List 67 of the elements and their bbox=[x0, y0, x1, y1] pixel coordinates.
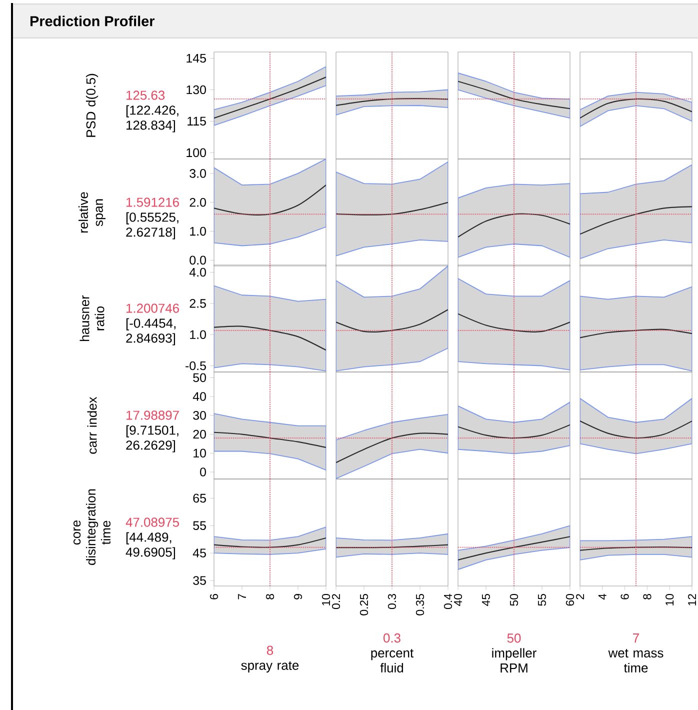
x-tick-label: 40 bbox=[454, 594, 462, 606]
y-tick-label: 10 bbox=[194, 448, 206, 458]
x-tick-label: 55 bbox=[538, 594, 546, 606]
y-tick-label: 45 bbox=[192, 548, 206, 558]
y-tick-label: 0 bbox=[200, 468, 206, 476]
ref-line-label: 0.3 bbox=[384, 633, 400, 643]
ref-line-label: 47.08975 bbox=[126, 518, 179, 527]
x-axis-title: impeller RPM bbox=[492, 648, 536, 672]
y-tick-label: 1.0 bbox=[190, 330, 206, 340]
ref-line-label: 8 bbox=[266, 646, 274, 655]
y-axis-title: carr index bbox=[87, 396, 97, 454]
x-tick-label: 8 bbox=[643, 594, 652, 600]
text: [-0.4454, 2.84693] bbox=[126, 318, 176, 346]
text: [0.55525, 2.62718] bbox=[126, 212, 178, 240]
y-tick-label: 35 bbox=[193, 576, 206, 585]
x-tick-label: 60 bbox=[566, 594, 574, 606]
x-axis-title: wet mass time bbox=[608, 649, 664, 672]
x-tick-label: 8 bbox=[266, 594, 274, 600]
y-tick-label: 30 bbox=[193, 410, 206, 420]
x-tick-label: 0.25 bbox=[360, 594, 368, 616]
x-tick-label: 9 bbox=[294, 594, 302, 600]
ref-line-label: 7 bbox=[633, 634, 639, 642]
y-tick-label: 1.0 bbox=[190, 226, 206, 236]
x-tick-label: 0.4 bbox=[444, 594, 452, 609]
x-axis-title: percent fluid bbox=[371, 649, 414, 672]
y-tick-label: -0.5 bbox=[186, 361, 206, 370]
y-tick-label: 2.5 bbox=[190, 299, 206, 308]
ref-line-label: 1.200746 bbox=[126, 304, 179, 313]
x-tick-label: 0.2 bbox=[332, 594, 340, 609]
y-tick-label: 20 bbox=[193, 430, 206, 439]
x-tick-label: 50 bbox=[510, 594, 518, 606]
y-tick-label: 3.0 bbox=[190, 169, 206, 178]
x-tick-label: 12 bbox=[688, 594, 696, 606]
y-axis-title: relative span bbox=[78, 192, 106, 233]
y-tick-label: 4.0 bbox=[189, 268, 206, 277]
x-tick-label: 0.3 bbox=[388, 594, 396, 609]
y-tick-label: 100 bbox=[186, 148, 206, 158]
x-tick-label: 6 bbox=[620, 594, 629, 600]
y-tick-label: 2.0 bbox=[190, 198, 206, 207]
text: Prediction Profiler bbox=[30, 16, 155, 26]
y-axis-title: core disintegration time bbox=[74, 489, 110, 565]
y-tick-label: 130 bbox=[186, 85, 206, 94]
x-tick-label: 6 bbox=[210, 594, 218, 600]
x-tick-label: 10 bbox=[666, 594, 674, 606]
x-tick-label: 7 bbox=[238, 594, 246, 600]
x-tick-label: 0.35 bbox=[416, 594, 424, 616]
x-axis-title: spray rate bbox=[241, 661, 299, 672]
y-tick-label: 145 bbox=[186, 54, 206, 63]
ref-line-label: 1.591216 bbox=[126, 198, 179, 207]
ref-line-label: 125.63 bbox=[126, 90, 165, 100]
y-tick-label: 115 bbox=[188, 116, 206, 126]
text: [122.426, 128.834] bbox=[126, 105, 178, 132]
x-tick-label: 10 bbox=[322, 594, 330, 606]
x-tick-label: 45 bbox=[482, 594, 490, 606]
y-axis-title: hausner ratio bbox=[80, 295, 104, 342]
y-tick-label: 0.0 bbox=[190, 256, 206, 265]
y-tick-label: 55 bbox=[193, 521, 206, 530]
y-tick-label: 65 bbox=[193, 494, 206, 503]
y-tick-label: 50 bbox=[193, 373, 206, 382]
x-tick-label: 4 bbox=[598, 594, 606, 600]
x-tick-label: 2 bbox=[576, 594, 584, 600]
ref-line-label: 50 bbox=[507, 634, 521, 643]
y-axis-title: PSD d(0.5) bbox=[86, 74, 98, 137]
ref-line-label: 17.98897 bbox=[126, 410, 179, 420]
y-tick-label: 40 bbox=[192, 392, 206, 401]
text: [9.71501, 26.2629] bbox=[126, 425, 178, 452]
text: [44.489, 49.6905] bbox=[126, 532, 176, 560]
